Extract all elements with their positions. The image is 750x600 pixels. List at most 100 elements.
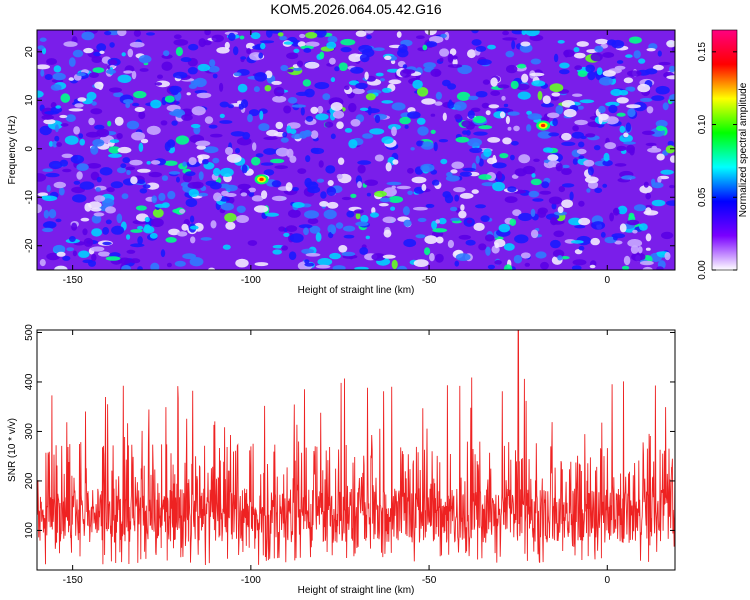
heatmap-cell (555, 105, 564, 115)
heatmap-cell (191, 106, 206, 116)
heatmap-cell (291, 104, 306, 108)
heatmap-cell (266, 30, 273, 38)
heatmap-cell (551, 92, 561, 97)
heatmap-cell (511, 30, 525, 35)
heatmap-frame (36, 29, 676, 271)
heatmap-cell (403, 219, 412, 227)
heatmap-cell (550, 96, 560, 101)
heatmap-cell (330, 226, 337, 235)
heatmap-cell (90, 145, 99, 155)
heatmap-cell (65, 114, 76, 122)
heatmap-cell (487, 44, 496, 50)
heatmap-cell (459, 192, 474, 199)
heatmap-cell (651, 95, 665, 101)
heatmap-cell (296, 60, 304, 68)
heatmap-cell (509, 218, 517, 226)
heatmap-cell (467, 49, 476, 59)
heatmap-cell (450, 169, 458, 174)
heatmap-cell (383, 229, 392, 238)
heatmap-cell (90, 207, 102, 212)
heatmap-cell (364, 30, 374, 34)
heatmap-cell (572, 158, 579, 165)
heatmap-cell (258, 52, 264, 59)
heatmap-cell (253, 86, 260, 93)
heatmap-cell (219, 82, 224, 92)
heatmap-cell (352, 88, 365, 95)
heatmap-cell (505, 115, 510, 125)
heatmap-cell (412, 79, 423, 89)
heatmap-cell (407, 190, 413, 195)
heatmap-cell (113, 92, 124, 98)
heatmap-cell (602, 52, 615, 58)
heatmap-cell (655, 85, 670, 95)
heatmap-cell (338, 245, 348, 253)
heatmap-cell (148, 171, 162, 178)
heatmap-cell (450, 206, 458, 212)
heatmap-cell (364, 179, 378, 186)
heatmap-cell (305, 115, 314, 122)
heatmap-cell (440, 33, 447, 39)
heatmap-cell (250, 32, 261, 40)
heatmap-cell (326, 41, 337, 49)
heatmap-cell (594, 45, 604, 53)
heatmap-cell (637, 246, 643, 254)
heatmap-cell (68, 57, 76, 67)
heatmap-cell (502, 137, 512, 145)
heatmap-cell (225, 193, 237, 197)
heatmap-cell (198, 38, 207, 48)
heatmap-cell (303, 47, 312, 53)
heatmap-cell (340, 46, 352, 53)
heatmap-cell (434, 101, 443, 106)
heatmap-cell (619, 223, 627, 233)
heatmap-cell (151, 195, 158, 204)
heatmap-cell (150, 160, 161, 165)
heatmap-cell (41, 114, 54, 120)
heatmap-cell (386, 181, 402, 186)
heatmap-cell (571, 131, 585, 139)
heatmap-cell (150, 218, 164, 228)
heatmap-cell (272, 249, 283, 255)
heatmap-cell (236, 215, 249, 223)
heatmap-cell (74, 103, 84, 108)
heatmap-plot-area (37, 30, 675, 270)
heatmap-cell (81, 31, 95, 41)
heatmap-cell (175, 135, 190, 145)
heatmap-cell (562, 164, 570, 169)
heatmap-cell (616, 60, 624, 64)
heatmap-cell (241, 164, 248, 174)
heatmap-cell (423, 62, 436, 69)
heatmap-cell (240, 56, 247, 60)
heatmap-cell (391, 102, 406, 111)
heatmap-cell (623, 141, 636, 145)
heatmap-peak (536, 120, 551, 131)
heatmap-cell (668, 94, 675, 103)
heatmap-cell (258, 123, 270, 132)
heatmap-cell (388, 79, 402, 85)
heatmap-cell (456, 91, 471, 101)
heatmap-cell (475, 204, 486, 209)
heatmap-cell (56, 142, 62, 147)
colorbar-tick-label: 0.15 (697, 42, 708, 62)
heatmap-cell (111, 225, 125, 235)
heatmap-cell (455, 136, 470, 143)
heatmap-cell (95, 187, 101, 192)
heatmap-cell (91, 101, 97, 106)
heatmap-cell (219, 120, 233, 124)
heatmap-cell (643, 181, 649, 188)
heatmap-cell (480, 215, 490, 223)
colorbar-label: Normalized spectral amplitude (738, 82, 749, 217)
heatmap-cell (278, 226, 286, 232)
heatmap-cell (137, 179, 146, 184)
heatmap-cell (563, 49, 575, 58)
heatmap-cell (304, 61, 320, 69)
heatmap-cell (116, 167, 127, 174)
heatmap-cell (317, 258, 333, 266)
heatmap-cell (304, 88, 315, 98)
heatmap-cell (154, 82, 163, 86)
heatmap-cell (603, 152, 610, 162)
heatmap-cell (236, 205, 246, 213)
heatmap-cell (261, 190, 268, 200)
heatmap-cell (227, 104, 234, 109)
heatmap-cell (272, 244, 284, 249)
heatmap-cell (336, 173, 343, 180)
